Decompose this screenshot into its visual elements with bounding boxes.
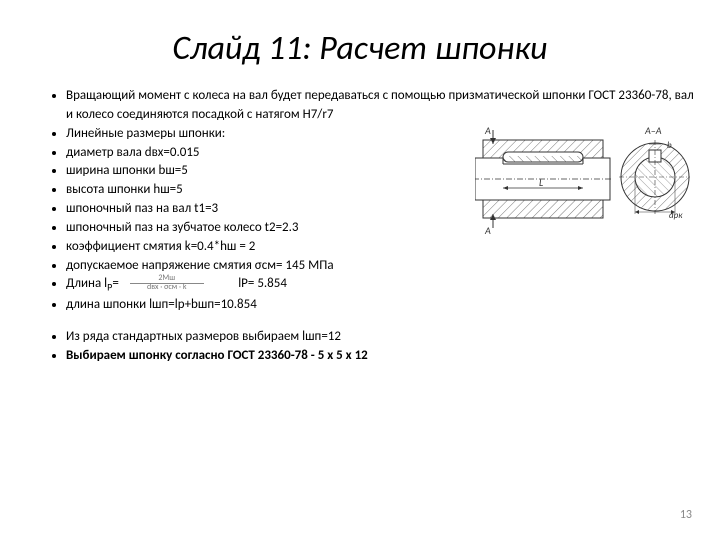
key-diagram: A A L A–A b dрк (475, 122, 690, 242)
list-item-length: Длина lР= 2Мш dвх · σсм · k lР= 5.854 (66, 275, 700, 295)
bullet-list-2: Из ряда стандартных размеров выбираем lш… (46, 328, 700, 366)
list-item: длина шпонки lшп=lр+bшп=10.854 (66, 296, 700, 315)
slide-title: Слайд 11: Расчет шпонки (0, 0, 720, 87)
label-A-top: A (484, 124, 491, 137)
label-b: b (667, 140, 672, 151)
page-number: 13 (680, 508, 692, 522)
label-A-bottom: A (484, 224, 491, 237)
list-item: Выбираем шпонку согласно ГОСТ 23360-78 -… (66, 347, 700, 366)
length-label-pre: Длина l (66, 276, 107, 291)
length-label-eq: = (112, 276, 118, 291)
list-item: Из ряда стандартных размеров выбираем lш… (66, 328, 700, 347)
label-L: L (539, 176, 543, 189)
list-item: Вращающий момент с колеса на вал будет п… (66, 87, 700, 125)
label-AA: A–A (644, 124, 662, 137)
bold-conclusion: Выбираем шпонку согласно ГОСТ 23360-78 -… (66, 348, 368, 363)
fraction-denominator: dвх · σсм · k (122, 282, 212, 294)
length-result: lР= 5.854 (238, 276, 287, 291)
fraction-formula: 2Мш dвх · σсм · k (122, 276, 212, 290)
